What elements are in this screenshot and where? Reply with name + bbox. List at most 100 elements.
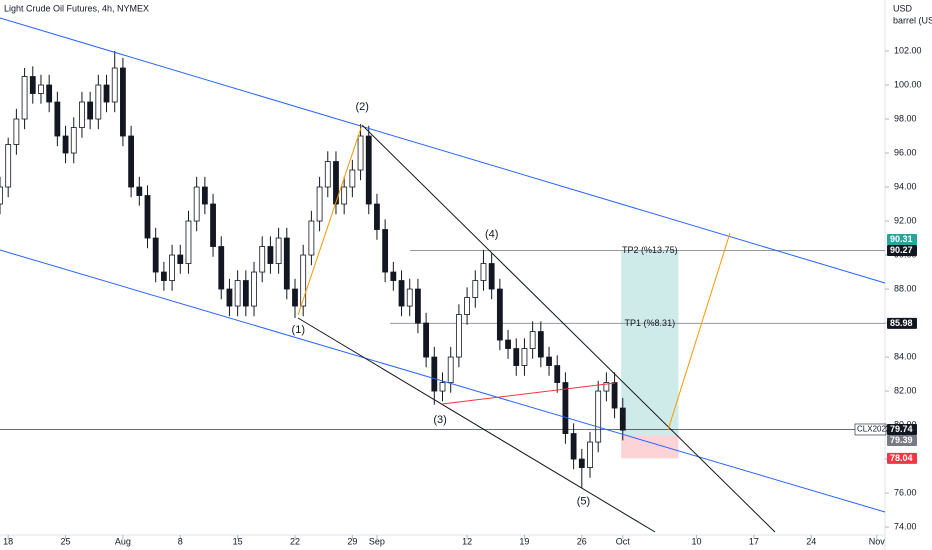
candle-body — [70, 127, 77, 154]
candle-body — [382, 229, 389, 273]
candle-body — [185, 220, 192, 264]
candle-body — [513, 348, 520, 366]
candle-body — [38, 84, 44, 94]
channel-upper — [0, 17, 886, 284]
neckline — [441, 382, 616, 405]
wave-label: (3) — [433, 414, 446, 426]
candle-body — [95, 84, 102, 120]
y-tick-label: 100.00 — [894, 79, 922, 89]
candle-body — [390, 271, 397, 281]
candle-body — [570, 433, 577, 460]
candle-body — [169, 254, 175, 281]
candle-body — [136, 186, 143, 196]
channel-lower — [0, 249, 886, 513]
candle-body — [529, 331, 536, 349]
candle-body — [439, 382, 446, 392]
candle-body — [292, 288, 298, 307]
candle-body — [341, 186, 348, 205]
price-tag — [887, 317, 917, 329]
candle-body — [480, 263, 487, 281]
x-tick-label: 22 — [290, 536, 300, 546]
candle-body — [472, 280, 479, 298]
x-tick-label: 25 — [61, 536, 71, 546]
y-tick-label: 98.00 — [894, 113, 917, 123]
candle-body — [259, 246, 266, 273]
x-tick-label: Nov — [869, 536, 886, 546]
target-label: TP1 (%8.31) — [625, 318, 676, 328]
candle-body — [111, 67, 118, 103]
x-tick-label: Oct — [616, 536, 631, 546]
x-tick-label: Aug — [115, 536, 131, 546]
price-tag-label: 90.31 — [890, 234, 913, 244]
candle-body — [488, 263, 495, 290]
candle-body — [595, 390, 602, 443]
candle-body — [275, 237, 282, 264]
candle-body — [46, 84, 53, 103]
x-tick-label: 10 — [692, 536, 702, 546]
candle-body — [128, 135, 135, 188]
candle-body — [13, 118, 20, 145]
candle-body — [308, 220, 315, 256]
chart-title: Light Crude Oil Futures, 4h, NYMEX — [4, 3, 149, 13]
y-tick-label: 96.00 — [894, 147, 917, 157]
price-tag — [887, 244, 917, 256]
candle-body — [152, 237, 159, 273]
y-tick-label: 92.00 — [894, 215, 917, 225]
symbol-tag-label: CLX2022 — [857, 425, 891, 434]
y-tick-label: 84.00 — [894, 351, 917, 361]
y-tick-label: 88.00 — [894, 283, 917, 293]
candle-body — [242, 280, 249, 307]
x-tick-label: 17 — [749, 536, 759, 546]
candle-body — [21, 76, 28, 120]
y-tick-label: 94.00 — [894, 181, 917, 191]
candle-body — [349, 169, 356, 188]
wedge-upper — [361, 124, 776, 533]
candle-body — [193, 186, 200, 222]
y-tick-label: 82.00 — [894, 385, 917, 395]
candle-body — [324, 161, 331, 188]
price-tag — [887, 423, 917, 435]
unit-sub: barrel (US) — [893, 15, 932, 25]
candle-body — [357, 135, 364, 171]
candle-body — [160, 271, 167, 281]
candle-body — [455, 314, 462, 358]
candle-body — [521, 348, 528, 366]
candle-body — [496, 288, 503, 341]
candle-body — [251, 271, 257, 307]
price-tag — [887, 434, 917, 446]
candle-body — [54, 101, 61, 137]
y-tick-label: 76.00 — [894, 487, 917, 497]
wave-label: (4) — [485, 229, 498, 241]
candle-body — [464, 297, 470, 315]
candle-body — [29, 76, 36, 94]
candle-body — [587, 441, 593, 468]
price-tag — [887, 233, 917, 245]
wave-label: (1) — [292, 324, 305, 336]
x-tick-label: 8 — [178, 536, 183, 546]
candle-body — [177, 254, 184, 264]
stop-loss-zone — [621, 435, 679, 459]
candle-body — [333, 161, 339, 205]
candle-body — [374, 203, 380, 230]
y-tick-label: 74.00 — [894, 521, 917, 531]
wave-label: (2) — [355, 101, 368, 113]
unit: USD — [893, 3, 913, 13]
candle-body — [210, 203, 216, 247]
candle-body — [120, 67, 126, 137]
candle-body — [619, 407, 626, 431]
price-tag-label: 78.04 — [890, 453, 913, 463]
candle-body — [415, 288, 421, 324]
price-tag-label: 90.27 — [890, 245, 913, 255]
candle-body — [300, 254, 307, 307]
candle-body — [267, 246, 274, 264]
candle-body — [431, 356, 438, 392]
candle-body — [0, 186, 3, 205]
candle-body — [234, 280, 241, 307]
candle-body — [537, 331, 544, 358]
x-tick-label: 12 — [462, 536, 472, 546]
candle-body — [554, 365, 561, 383]
candle-body — [406, 288, 413, 307]
candle-body — [611, 382, 618, 409]
candle-body — [423, 322, 430, 358]
